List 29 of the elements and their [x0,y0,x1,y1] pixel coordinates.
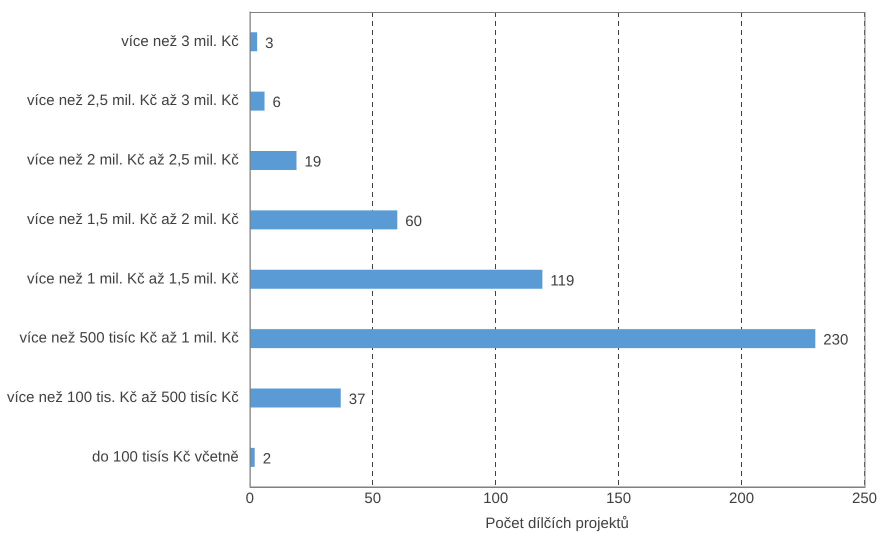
y-tick-label: více než 2 mil. Kč až 2,5 mil. Kč [27,152,240,169]
x-tick-label: 0 [246,490,254,508]
x-tick-label: 50 [364,490,382,508]
bar [250,92,265,111]
y-tick-label: více než 1,5 mil. Kč až 2 mil. Kč [27,210,240,228]
y-tick-label: více než 2,5 mil. Kč až 3 mil. Kč [27,92,240,110]
bar [250,210,398,230]
x-tick-label: 150 [606,490,632,508]
x-tick-label: 250 [852,490,877,508]
data-label: 19 [304,154,322,171]
y-tick-label: více než 500 tisíc Kč až 1 mil. Kč [20,330,240,347]
data-label: 60 [405,212,422,230]
bar [250,150,296,170]
x-tick-label: 200 [729,490,754,508]
x-tick-label: 100 [483,490,508,508]
data-label: 2 [262,450,272,468]
data-label: 3 [265,34,274,52]
bar [250,388,341,408]
data-label: 37 [348,391,366,408]
y-tick-label: více než 100 tis. Kč až 500 tisíc Kč [6,389,240,406]
data-label: 6 [272,94,281,112]
data-label: 119 [550,272,574,290]
y-tick-label: více než 1 mil. Kč až 1,5 mil. Kč [27,270,240,288]
data-label: 230 [823,332,848,349]
bar [250,270,542,289]
y-tick-label: do 100 tisís Kč včetně [92,448,239,466]
x-axis-title: Počet dílčích projektů [485,515,629,532]
y-tick-label: více než 3 mil. Kč [121,32,240,50]
bar [250,329,816,348]
